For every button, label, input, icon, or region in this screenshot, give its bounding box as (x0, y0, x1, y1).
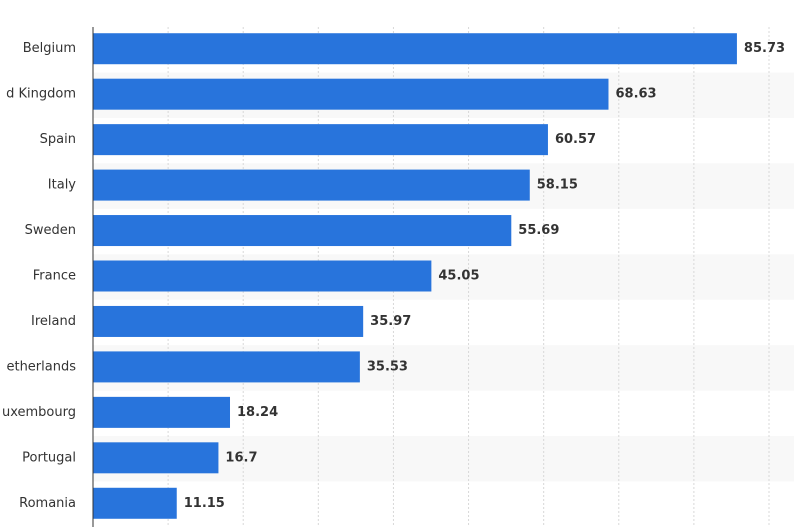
value-label: 68.63 (615, 87, 656, 102)
value-label: 16.7 (225, 450, 257, 465)
value-label: 18.24 (237, 405, 278, 420)
category-label: etherlands (6, 359, 76, 374)
bar (93, 260, 432, 292)
value-label: 35.53 (367, 359, 408, 374)
value-label: 55.69 (518, 223, 559, 238)
bar (93, 442, 219, 474)
value-label: 11.15 (184, 496, 225, 511)
category-label: Spain (40, 132, 76, 147)
category-label: d Kingdom (6, 87, 76, 102)
bar (93, 169, 530, 201)
category-label: Romania (19, 496, 76, 511)
bar (93, 124, 548, 156)
bar (93, 305, 364, 337)
bar (93, 351, 360, 383)
value-label: 60.57 (555, 132, 596, 147)
bar (93, 215, 512, 247)
category-label: Italy (48, 178, 77, 193)
category-label: Belgium (23, 41, 76, 56)
value-label: 45.05 (438, 269, 479, 284)
bar (93, 78, 609, 110)
value-label: 58.15 (537, 178, 578, 193)
bar (93, 33, 737, 65)
bar (93, 487, 177, 519)
category-label: uxembourg (2, 405, 76, 420)
category-label: Ireland (31, 314, 76, 329)
category-label: Sweden (25, 223, 76, 238)
category-label: Portugal (22, 450, 76, 465)
bar (93, 396, 231, 428)
value-label: 35.97 (370, 314, 411, 329)
value-label: 85.73 (744, 41, 785, 56)
category-label: France (33, 269, 76, 284)
